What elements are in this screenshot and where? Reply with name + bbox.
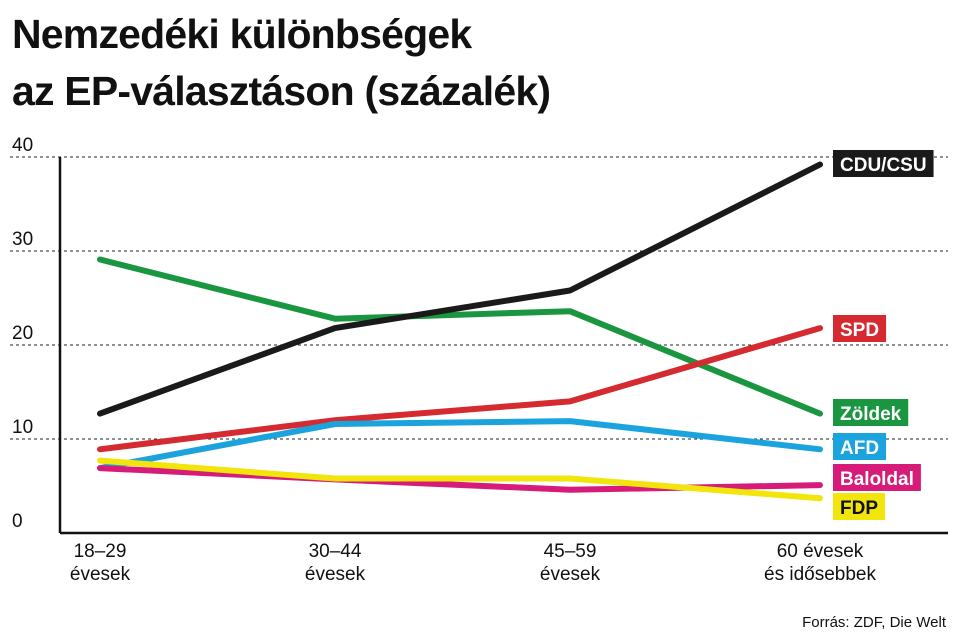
legend-label-box bbox=[833, 399, 909, 426]
x-tick-label-line: évesek bbox=[70, 564, 131, 585]
legend-label-text: FDP bbox=[840, 498, 878, 519]
legend-label: SPD bbox=[833, 315, 887, 342]
legend-label-box bbox=[833, 464, 921, 491]
legend-label-box bbox=[833, 150, 934, 177]
legend-label-box bbox=[833, 315, 887, 342]
series-line bbox=[97, 161, 823, 417]
legend-label: AFD bbox=[833, 433, 887, 460]
x-tick-label: 18–29 évesek bbox=[70, 541, 131, 585]
legend-label-box bbox=[833, 433, 887, 460]
x-tick-label-line: évesek bbox=[305, 564, 366, 585]
x-tick-label-line: és idősebbek bbox=[764, 564, 876, 585]
legend-label-text: SPD bbox=[840, 320, 879, 341]
legend-label: Baloldal bbox=[833, 464, 921, 491]
legend-label: Zöldek bbox=[833, 399, 909, 426]
x-tick-label-line: 45–59 bbox=[544, 541, 597, 562]
legend-label-text: Zöldek bbox=[840, 404, 902, 425]
y-tick-label: 10 bbox=[12, 417, 33, 438]
x-tick-label-line: 60 évesek bbox=[777, 541, 864, 562]
legend-label-text: CDU/CSU bbox=[840, 155, 927, 176]
legend-label-text: AFD bbox=[840, 438, 879, 459]
legend-label-text: Baloldal bbox=[840, 469, 914, 490]
legend-label: FDP bbox=[833, 493, 885, 520]
legend-label-box bbox=[833, 493, 885, 520]
y-tick-label: 40 bbox=[12, 135, 33, 156]
series-line bbox=[97, 418, 823, 472]
source-note: Forrás: ZDF, Die Welt bbox=[802, 614, 946, 631]
chart-title-line-1: Nemzedéki különbségek bbox=[12, 11, 472, 57]
x-tick-label-line: évesek bbox=[540, 564, 601, 585]
chart-title-line-2: az EP-választáson (százalék) bbox=[12, 68, 551, 114]
x-tick-label-line: 18–29 bbox=[74, 541, 127, 562]
x-tick-label: 30–44 évesek bbox=[305, 541, 366, 585]
y-tick-label: 30 bbox=[12, 229, 33, 250]
series-line bbox=[97, 325, 823, 453]
x-tick-label: 60 évesek és idősebbek bbox=[764, 541, 876, 585]
y-tick-label: 0 bbox=[12, 511, 23, 532]
x-tick-label-line: 30–44 bbox=[309, 541, 362, 562]
x-tick-label: 45–59 évesek bbox=[540, 541, 601, 585]
series-line bbox=[97, 256, 823, 417]
y-tick-label: 20 bbox=[12, 323, 33, 344]
series-line bbox=[97, 457, 823, 502]
legend-label: CDU/CSU bbox=[833, 150, 934, 177]
chart-title: Nemzedéki különbségek az EP-választáson … bbox=[12, 6, 942, 120]
